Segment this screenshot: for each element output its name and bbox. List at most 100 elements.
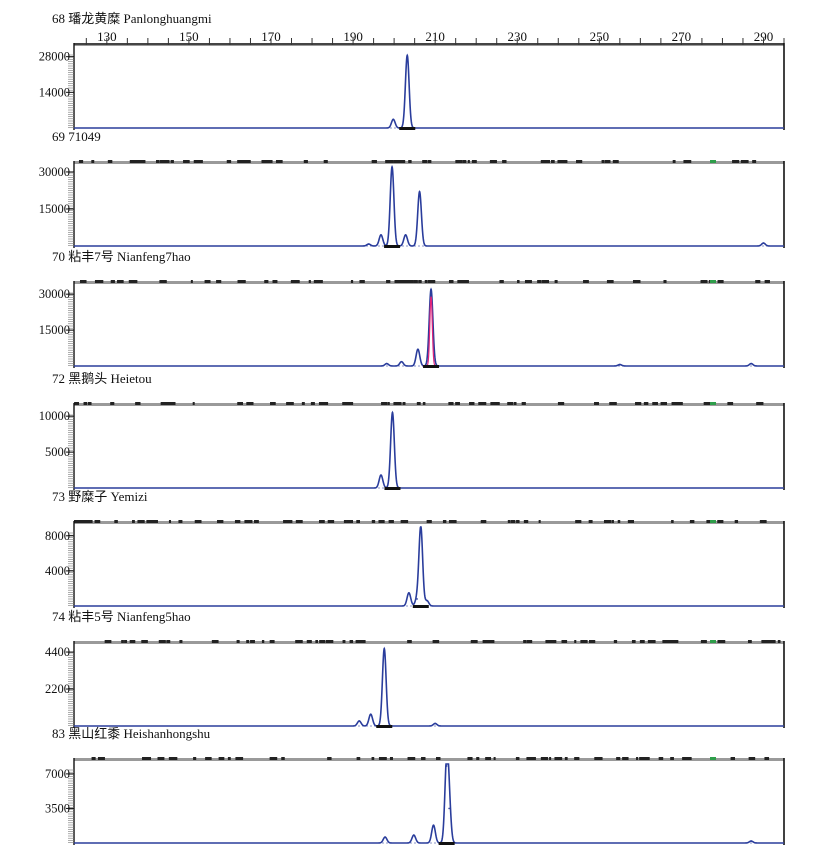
ruler-mark xyxy=(748,757,756,760)
x-tick-label: 130 xyxy=(97,29,117,44)
y-tick-label: 3500 xyxy=(45,801,70,815)
ruler-mark xyxy=(121,640,124,643)
ruler-mark xyxy=(561,640,565,643)
ruler-mark xyxy=(418,280,422,283)
peak-point xyxy=(430,288,432,291)
ruler-mark xyxy=(159,160,165,163)
ruler-mark xyxy=(87,402,92,405)
ruler-mark xyxy=(114,520,118,523)
peak-point xyxy=(417,348,419,351)
ruler-mark xyxy=(430,280,436,283)
panel-ruler xyxy=(74,403,784,406)
ruler-mark xyxy=(730,757,736,760)
y-tick-label: 4000 xyxy=(45,564,70,578)
ruler-mark xyxy=(76,520,85,523)
peak-point xyxy=(384,836,386,838)
ruler-mark xyxy=(717,520,724,523)
x-tick-label: 290 xyxy=(754,29,774,44)
ruler-mark xyxy=(557,160,564,163)
ruler-mark xyxy=(84,520,87,523)
ruler-mark xyxy=(315,640,318,643)
ruler-mark xyxy=(652,402,658,405)
ruler-mark xyxy=(160,402,165,405)
trace-line xyxy=(74,287,784,367)
ruler-mark xyxy=(542,160,551,163)
ruler-mark xyxy=(399,280,408,283)
ruler-mark xyxy=(643,757,650,760)
ruler-mark xyxy=(517,280,520,283)
ruler-mark xyxy=(270,402,276,405)
ruler-mark xyxy=(748,640,751,643)
ruler-mark xyxy=(91,757,96,760)
ruler-mark xyxy=(110,402,115,405)
ruler-mark xyxy=(254,520,259,523)
ruler-mark xyxy=(639,640,644,643)
ruler-mark xyxy=(521,402,526,405)
ruler-mark xyxy=(343,520,347,523)
ruler-mark xyxy=(327,520,335,523)
peak-point xyxy=(416,598,418,600)
ruler-mark xyxy=(670,757,674,760)
ruler-mark xyxy=(671,402,680,405)
peak-point xyxy=(762,242,765,244)
ruler-mark xyxy=(455,160,463,163)
ruler-mark xyxy=(727,402,734,405)
ruler-mark xyxy=(264,280,269,283)
ruler-mark xyxy=(394,280,401,283)
ruler-green-marker xyxy=(710,402,716,405)
ruler-mark xyxy=(606,280,614,283)
ruler-mark xyxy=(79,280,87,283)
ruler-mark xyxy=(356,520,360,523)
ruler-mark xyxy=(496,402,500,405)
ruler-mark xyxy=(554,280,558,283)
ruler-mark xyxy=(393,402,401,405)
ruler-mark xyxy=(227,757,231,760)
ruler-mark xyxy=(397,280,404,283)
ruler-mark xyxy=(683,160,692,163)
ruler-mark xyxy=(194,160,203,163)
ruler-mark xyxy=(346,520,354,523)
ruler-mark xyxy=(544,280,550,283)
ruler-mark xyxy=(526,640,533,643)
ruler-mark xyxy=(663,280,667,283)
ruler-mark xyxy=(686,757,692,760)
peak-point xyxy=(434,722,436,725)
highlight-trace xyxy=(422,296,440,367)
ruler-mark xyxy=(371,520,376,523)
ruler-mark xyxy=(360,640,366,643)
ruler-mark xyxy=(94,520,101,523)
peak-point xyxy=(404,234,407,236)
ruler-mark xyxy=(640,757,646,760)
ruler-mark xyxy=(173,757,178,760)
ruler-mark xyxy=(510,520,516,523)
ruler-mark xyxy=(485,757,490,760)
ruler-mark xyxy=(670,640,679,643)
ruler-mark xyxy=(551,160,555,163)
allele-bin-marker xyxy=(384,245,401,248)
ruler-mark xyxy=(167,402,174,405)
ruler-mark xyxy=(765,757,770,760)
ruler-mark xyxy=(704,402,709,405)
ruler-mark xyxy=(78,160,84,163)
ruler-mark xyxy=(462,160,467,163)
ruler-mark xyxy=(281,757,285,760)
y-tick-label: 28000 xyxy=(39,50,70,64)
y-tick-label: 30000 xyxy=(39,165,70,179)
ruler-mark xyxy=(389,757,393,760)
peak-point xyxy=(418,190,421,193)
ruler-mark xyxy=(777,640,781,643)
ruler-mark xyxy=(761,640,769,643)
ruler-mark xyxy=(128,280,137,283)
ruler-mark xyxy=(356,757,361,760)
ruler-mark xyxy=(471,160,477,163)
ruler-mark xyxy=(319,640,326,643)
peak-point xyxy=(369,713,372,716)
ruler-mark xyxy=(159,757,163,760)
ruler-mark xyxy=(442,520,447,523)
y-tick-label: 4400 xyxy=(45,645,70,659)
ruler-mark xyxy=(540,757,549,760)
ruler-mark xyxy=(734,520,739,523)
ruler-mark xyxy=(529,757,536,760)
